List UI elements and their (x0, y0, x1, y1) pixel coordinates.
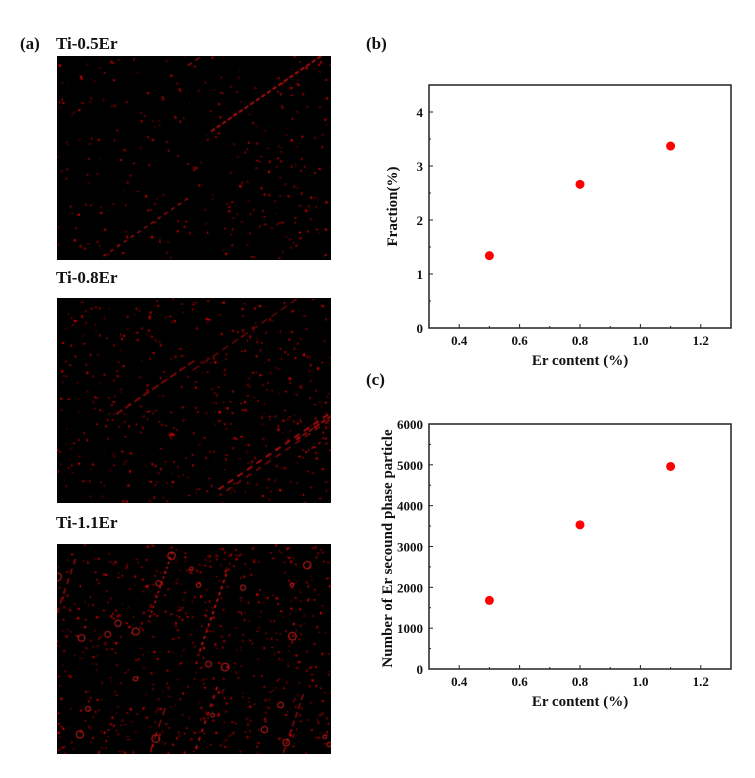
panel-c-label: (c) (366, 370, 385, 389)
chart-c-xtick-label: 0.4 (451, 674, 468, 689)
micrograph-ti-1.1er (57, 544, 331, 754)
micrograph-title-3: Ti-1.1Er (56, 513, 118, 532)
chart-c-ylabel: Number of Er secound phase particle (380, 429, 396, 668)
chart-c-ytick-label: 0 (417, 662, 424, 677)
chart-c-data-point (484, 595, 494, 605)
chart-c-ytick-label: 3000 (397, 540, 423, 555)
chart-b-xtick-label: 0.8 (572, 333, 589, 348)
chart-c-ytick-label: 1000 (397, 621, 423, 636)
chart-b-xtick-label: 0.6 (511, 333, 528, 348)
chart-c-xtick-label: 1.0 (632, 674, 648, 689)
panel-a-label: (a) (20, 34, 40, 53)
micrograph-title-1: Ti-0.5Er (56, 34, 118, 53)
micrograph-ti-0.8er (57, 298, 331, 503)
chart-c-ytick-label: 5000 (397, 458, 423, 473)
chart-b-frame (428, 84, 732, 329)
chart-b-data-point (666, 141, 676, 151)
chart-b-data-point (575, 179, 585, 189)
chart-c-ytick-label: 6000 (397, 417, 423, 432)
chart-b-xtick-label: 0.4 (451, 333, 468, 348)
chart-c-xtick-label: 1.2 (693, 674, 709, 689)
chart-b-ytick-label: 0 (417, 321, 424, 336)
chart-b-ytick-label: 2 (417, 213, 424, 228)
chart-b-ytick-label: 3 (417, 159, 424, 174)
chart-c-frame (428, 423, 732, 670)
chart-b-ylabel: Fraction(%) (385, 167, 401, 247)
chart-c-ytick-label: 4000 (397, 499, 423, 514)
chart-b-ytick-label: 1 (417, 267, 424, 282)
chart-c-xtick-label: 0.8 (572, 674, 589, 689)
chart-c-xlabel: Er content (%) (532, 694, 628, 710)
chart-c-data-point (575, 520, 585, 530)
micrograph-title-2: Ti-0.8Er (56, 268, 118, 287)
chart-c-data-point (666, 461, 676, 471)
chart-b-data-point (484, 251, 494, 261)
chart-b-ytick-label: 4 (417, 105, 424, 120)
micrograph-ti-0.5er (57, 56, 331, 260)
chart-c-xtick-label: 0.6 (511, 674, 528, 689)
chart-b-xlabel: Er content (%) (532, 353, 628, 369)
panel-b-label: (b) (366, 34, 387, 53)
chart-c-ytick-label: 2000 (397, 580, 423, 595)
chart-b-xtick-label: 1.0 (632, 333, 648, 348)
chart-b-xtick-label: 1.2 (693, 333, 709, 348)
